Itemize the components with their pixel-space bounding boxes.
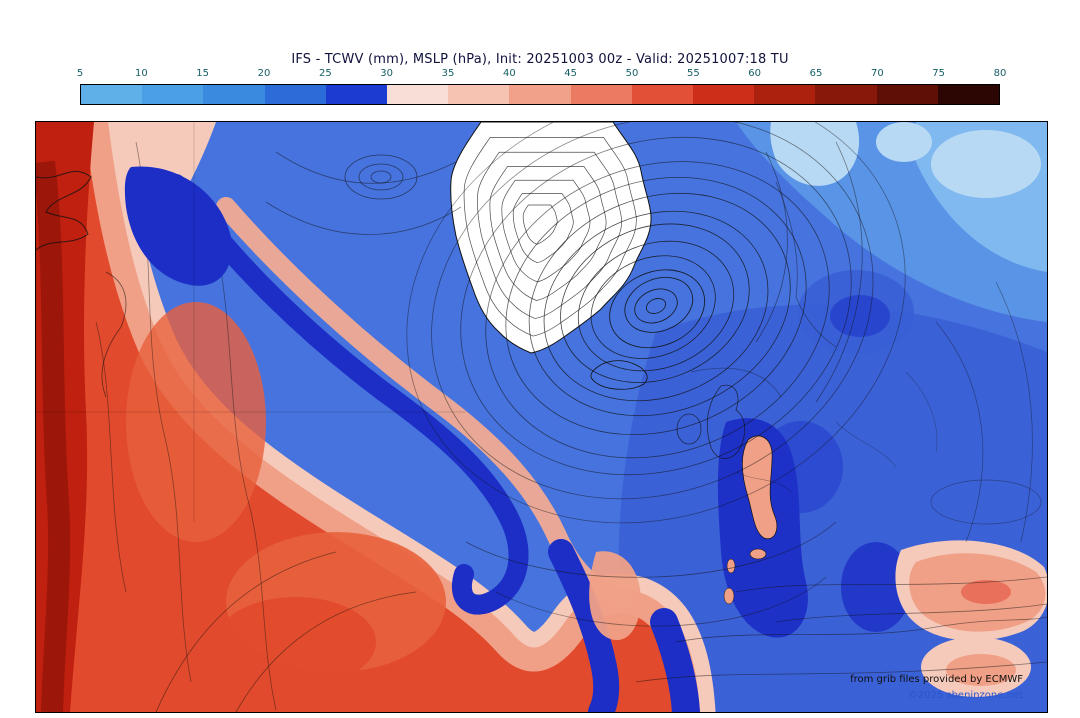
colorbar-tick-labels: 5 10 15 20 25 30 35 40 45 50 55 60 65 70 75 80 <box>76 68 1007 82</box>
colorbar-tick: 70 <box>870 68 884 79</box>
colorbar-tick: 10 <box>134 68 148 79</box>
colorbar-segment <box>387 85 449 104</box>
colorbar: 5 10 15 20 25 30 35 40 45 50 55 60 65 70 75 80 <box>76 68 1007 108</box>
graticule <box>36 122 466 522</box>
greenland-elevation-contours <box>464 137 636 336</box>
sicily-landmass <box>749 548 767 560</box>
colorbar-tick: 5 <box>76 68 84 79</box>
colorbar-segment <box>81 85 143 104</box>
colorbar-tick: 45 <box>564 68 578 79</box>
chart-title: IFS - TCWV (mm), MSLP (hPa), Init: 20251… <box>291 52 789 67</box>
warm-airmass-region <box>36 122 716 712</box>
colorbar-tick: 20 <box>257 68 271 79</box>
data-credit: from grib files provided by ECMWF <box>850 674 1023 685</box>
great-britain-coastline <box>706 384 746 459</box>
greenland-landmass <box>450 122 652 390</box>
colorbar-segment <box>264 85 326 104</box>
colorbar-segment <box>325 85 388 104</box>
mslp-contour-lines <box>265 141 1047 683</box>
colorbar-segment <box>448 85 510 104</box>
colorbar-gradient-bar <box>80 84 1000 105</box>
colorbar-tick: 80 <box>993 68 1007 79</box>
colorbar-segment <box>937 85 1000 104</box>
low-pressure-contours <box>344 122 906 524</box>
colorbar-tick: 60 <box>748 68 762 79</box>
colorbar-segment <box>509 85 571 104</box>
italy-landmass <box>742 435 778 540</box>
colorbar-tick: 65 <box>809 68 823 79</box>
colorbar-tick: 30 <box>380 68 394 79</box>
colorbar-tick: 40 <box>502 68 516 79</box>
weather-map <box>36 122 1047 712</box>
colorbar-segment <box>142 85 204 104</box>
colorbar-segment <box>631 85 694 104</box>
iceland-landmass <box>590 360 648 390</box>
colorbar-segment <box>693 85 755 104</box>
colorbar-segment <box>203 85 265 104</box>
colorbar-segment <box>754 85 816 104</box>
colorbar-segment <box>570 85 632 104</box>
colorbar-segment <box>876 85 938 104</box>
moisture-plume-band <box>124 166 700 712</box>
colorbar-tick: 15 <box>196 68 210 79</box>
colorbar-segment <box>815 85 877 104</box>
map-frame: from grib files provided by ECMWF ©2025 … <box>35 121 1048 713</box>
colorbar-tick: 50 <box>625 68 639 79</box>
colorbar-tick: 75 <box>932 68 946 79</box>
scandinavia-coastline <box>775 181 837 348</box>
colorbar-tick: 55 <box>686 68 700 79</box>
colorbar-tick: 35 <box>441 68 455 79</box>
black-sea-outline <box>930 479 1042 525</box>
copyright-credit: ©2025 sbeninzone.net <box>907 690 1023 701</box>
colorbar-tick: 25 <box>318 68 332 79</box>
